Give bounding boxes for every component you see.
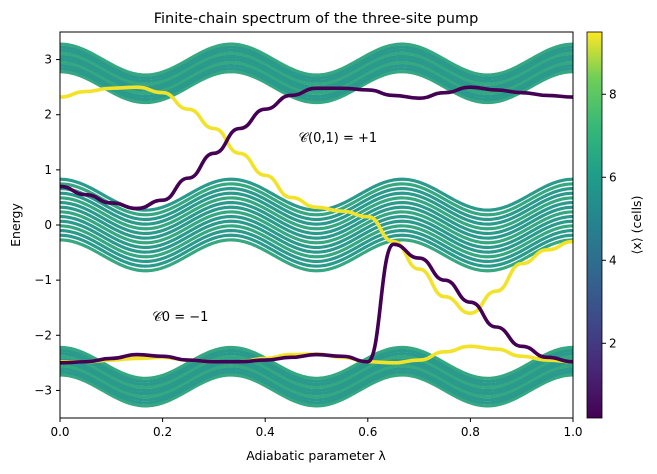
- annotation-chern-lower: 𝒞0 = −1: [152, 310, 208, 325]
- x-axis-ticks: 0.0 0.2 0.4 0.6 0.8 1.0: [50, 418, 583, 439]
- x-axis-label: Adiabatic parameter λ: [246, 448, 386, 463]
- band-middle-state-9: [60, 196, 573, 231]
- band-middle-state-3: [60, 224, 573, 259]
- annotation-chern-upper: 𝒞(0,1) = +1: [299, 131, 378, 146]
- x-tick-label-2: 0.4: [256, 425, 275, 439]
- band-upper-state-9: [60, 42, 573, 77]
- x-tick-label-0: 0.0: [50, 425, 69, 439]
- y-tick-label-2: −1: [34, 273, 52, 287]
- colorbar-tick-label-1: 4: [609, 253, 617, 267]
- y-axis-ticks: −3 −2 −1 0 1 2 3: [34, 53, 60, 397]
- edge-states: [60, 85, 573, 365]
- band-middle-state-8: [60, 200, 573, 236]
- colorbar: [586, 31, 603, 419]
- x-tick-label-5: 1.0: [563, 425, 582, 439]
- band-middle-state-10: [60, 191, 573, 226]
- y-tick-label-3: 0: [44, 218, 52, 232]
- colorbar-tick-label-2: 6: [609, 170, 617, 184]
- band-lower-state-1: [60, 370, 573, 405]
- x-tick-label-4: 0.8: [461, 425, 480, 439]
- y-tick-label-4: 1: [44, 163, 52, 177]
- band-middle-state-13: [60, 177, 573, 212]
- band-lower-state-6: [60, 355, 573, 390]
- band-upper-state-6: [60, 51, 573, 86]
- edge-state-2: [60, 85, 573, 211]
- band-lower-state-0: [60, 373, 573, 408]
- band-middle-state-11: [60, 186, 573, 222]
- band-middle-state-7: [60, 205, 573, 240]
- band-upper-state-7: [60, 48, 573, 83]
- band-upper-state-1: [60, 67, 573, 102]
- band-middle-state-2: [60, 228, 573, 264]
- band-middle-state-5: [60, 214, 573, 250]
- band-lower-state-7: [60, 351, 573, 387]
- y-tick-label-0: −3: [34, 383, 52, 397]
- chart-title: Finite-chain spectrum of the three-site …: [154, 11, 479, 27]
- band-lower-state-5: [60, 358, 573, 393]
- y-tick-label-6: 3: [44, 53, 52, 67]
- colorbar-label: ⟨x⟩ (cells): [629, 196, 644, 255]
- y-tick-label-1: −2: [34, 328, 52, 342]
- y-axis-label: Energy: [8, 203, 23, 247]
- plot-area: [60, 42, 573, 408]
- x-tick-label-1: 0.2: [153, 425, 172, 439]
- band-lower-state-4: [60, 361, 573, 396]
- band-upper-state-0: [60, 70, 573, 105]
- band-lower-state-8: [60, 348, 573, 383]
- y-tick-label-5: 2: [44, 108, 52, 122]
- x-tick-label-3: 0.6: [358, 425, 377, 439]
- colorbar-ticks: 2 4 6 8: [602, 87, 617, 350]
- band-middle-state-1: [60, 233, 573, 268]
- band-middle-state-4: [60, 219, 573, 254]
- edge-state-0: [60, 85, 573, 316]
- band-upper-state-3: [60, 60, 573, 95]
- edge-state-3: [60, 242, 573, 365]
- colorbar-tick-label-3: 8: [609, 87, 617, 101]
- band-lower-state-3: [60, 364, 573, 399]
- band-upper-state-2: [60, 63, 573, 99]
- band-upper-state-8: [60, 45, 573, 80]
- band-middle-state-12: [60, 182, 573, 217]
- band-lower-state-2: [60, 367, 573, 402]
- band-middle-state-0: [60, 238, 573, 273]
- band-lower-state-9: [60, 345, 573, 380]
- colorbar-tick-label-0: 2: [609, 336, 617, 350]
- band-middle-state-6: [60, 210, 573, 245]
- bulk-bands: [60, 42, 573, 408]
